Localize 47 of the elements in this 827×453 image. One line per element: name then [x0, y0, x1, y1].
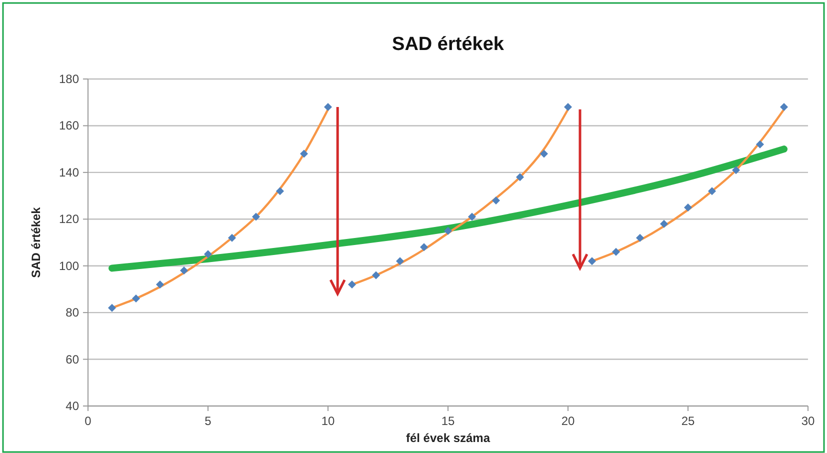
point — [732, 166, 740, 174]
point — [684, 203, 692, 212]
x-tick-label: 10 — [321, 414, 335, 428]
x-tick-label: 15 — [441, 414, 455, 428]
point — [108, 304, 116, 312]
chart-title: SAD értékek — [392, 34, 504, 55]
point — [180, 266, 188, 275]
point — [540, 150, 548, 158]
y-tick-label: 140 — [58, 165, 80, 180]
point — [588, 257, 596, 266]
y-tick-label: 40 — [66, 399, 80, 413]
point — [324, 103, 332, 112]
y-tick-label: 80 — [66, 306, 80, 320]
y-tick-label: 120 — [58, 212, 80, 226]
point — [396, 257, 404, 266]
x-tick-label: 0 — [84, 414, 92, 428]
y-tick-label: 180 — [58, 72, 80, 86]
point — [372, 271, 380, 280]
point — [444, 226, 452, 235]
point — [228, 234, 236, 242]
point — [156, 280, 164, 289]
point — [204, 250, 212, 258]
point — [756, 140, 764, 148]
point — [300, 150, 308, 158]
point — [780, 103, 788, 112]
y-tick-label: 160 — [58, 118, 80, 133]
x-axis-title: fél évek száma — [406, 431, 490, 445]
point — [252, 212, 260, 221]
x-tick-label: 5 — [204, 414, 212, 428]
point — [660, 220, 668, 228]
x-tick-label: 20 — [561, 414, 575, 428]
point — [348, 280, 356, 289]
point — [612, 248, 620, 256]
x-tick-label: 30 — [801, 414, 815, 428]
point — [492, 196, 500, 204]
y-tick-label: 100 — [58, 258, 80, 273]
y-axis-title: SAD értékek — [29, 206, 43, 278]
point — [564, 103, 572, 112]
point — [468, 212, 476, 221]
point — [276, 187, 284, 196]
point — [636, 234, 644, 242]
point — [420, 243, 428, 252]
y-tick-label: 60 — [66, 352, 80, 366]
point — [516, 173, 524, 182]
point — [132, 294, 140, 303]
point — [708, 187, 716, 196]
x-tick-label: 25 — [681, 414, 695, 428]
